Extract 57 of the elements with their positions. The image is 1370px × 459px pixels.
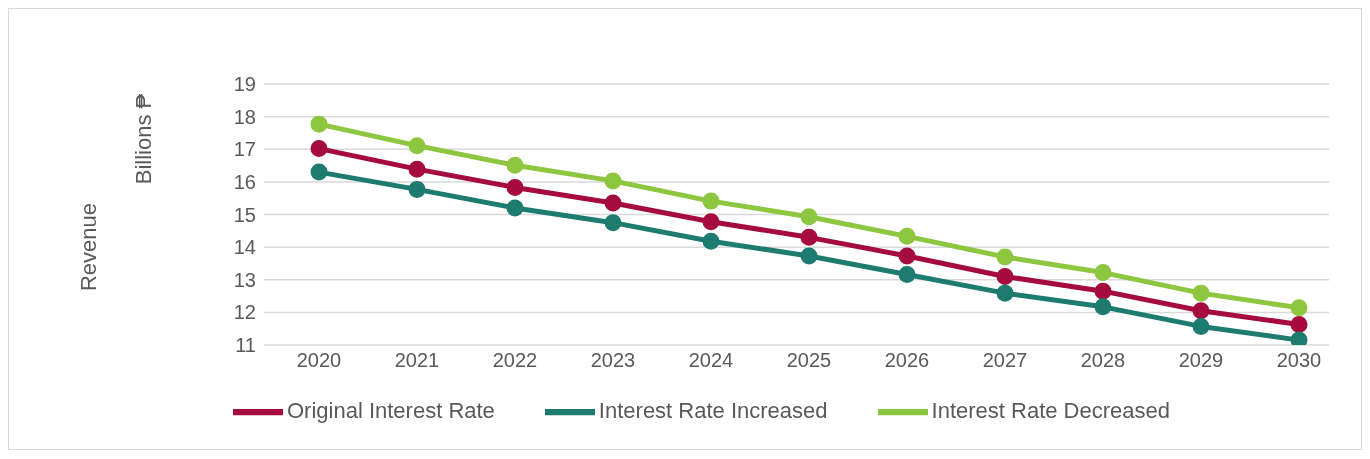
- y-tick-label: 13: [233, 268, 256, 291]
- text: Revenue: [76, 202, 102, 292]
- point: [898, 247, 916, 265]
- point: [506, 156, 524, 174]
- point: [1094, 298, 1112, 316]
- point: [604, 214, 622, 232]
- x-tick-label: 2025: [786, 349, 832, 372]
- point: [1290, 315, 1308, 333]
- point: [310, 140, 328, 158]
- point: [996, 267, 1014, 285]
- y-tick-label: 19: [233, 73, 256, 96]
- point: [800, 228, 818, 246]
- point: [408, 137, 426, 155]
- point: [604, 172, 622, 190]
- y-tick-label: 15: [233, 203, 256, 226]
- point: [1094, 282, 1112, 300]
- point: [1192, 284, 1210, 302]
- x-tick-label: 2022: [492, 349, 538, 372]
- x-tick-label: 2023: [590, 349, 636, 372]
- point: [702, 192, 720, 210]
- point: [898, 266, 916, 284]
- y-tick-label: 18: [233, 105, 256, 128]
- x-tick-label: 2026: [884, 349, 930, 372]
- point: [702, 213, 720, 231]
- point: [506, 178, 524, 196]
- y-tick-label: 16: [233, 170, 256, 193]
- point: [702, 232, 720, 250]
- point: [996, 248, 1014, 266]
- x-tick-label: 2030: [1276, 349, 1322, 372]
- point: [800, 247, 818, 265]
- point: [1192, 317, 1210, 335]
- x-tick-label: 2024: [688, 349, 734, 372]
- point: [604, 194, 622, 212]
- point: [310, 115, 328, 133]
- x-tick-label: 2021: [394, 349, 440, 372]
- point: [310, 163, 328, 181]
- point: [898, 227, 916, 245]
- x-tick-label: 2027: [982, 349, 1028, 372]
- point: [1094, 264, 1112, 282]
- point: [1290, 299, 1308, 317]
- legend-label: Original Interest Rate: [286, 397, 495, 423]
- y-tick-label: 17: [233, 138, 256, 161]
- x-tick-label: 2020: [296, 349, 342, 372]
- legend-label: Interest Rate Increased: [598, 397, 828, 423]
- point: [408, 160, 426, 178]
- y-tick-label: 14: [233, 236, 256, 259]
- point: [996, 284, 1014, 302]
- point: [506, 199, 524, 217]
- legend-label: Interest Rate Decreased: [931, 397, 1171, 423]
- point: [800, 208, 818, 226]
- text: Billions ₱: [131, 93, 157, 185]
- y-tick-label: 11: [235, 334, 256, 357]
- point: [408, 180, 426, 198]
- x-tick-label: 2029: [1178, 349, 1224, 372]
- y-tick-label: 12: [233, 301, 256, 324]
- point: [1192, 302, 1210, 320]
- x-tick-label: 2028: [1080, 349, 1126, 372]
